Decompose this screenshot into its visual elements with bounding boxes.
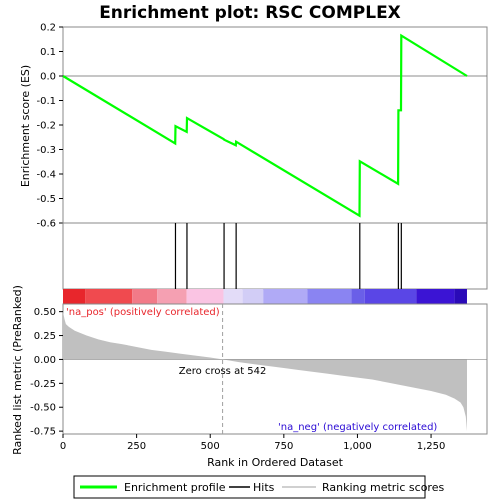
legend: Enrichment profile Hits Ranking metric s…: [73, 475, 444, 499]
x-tick-label: 0: [60, 441, 66, 452]
es-y-tick-label: -0.5: [36, 194, 56, 205]
es-y-tick-label: -0.2: [36, 121, 56, 132]
gradient-segment: [63, 289, 86, 304]
metric-y-tick-label: -0.75: [30, 427, 56, 438]
gradient-segment: [186, 289, 224, 304]
gradient-segment: [364, 289, 417, 304]
es-y-tick-label: 0.0: [40, 72, 56, 83]
metric-y-tick-label: 0.50: [34, 307, 56, 318]
gradient-segment: [157, 289, 187, 304]
metric-y-tick-label: -0.50: [30, 403, 56, 414]
legend-profile-label: Enrichment profile: [124, 481, 226, 494]
gradient-segment: [223, 289, 243, 304]
x-tick-label: 500: [201, 441, 220, 452]
gradient-segment: [263, 289, 308, 304]
es-y-tick-label: -0.3: [36, 145, 56, 156]
negative-label: 'na_neg' (negatively correlated): [278, 422, 437, 433]
x-tick-label: 1,250: [417, 441, 446, 452]
es-y-axis-label: Enrichment score (ES): [19, 65, 32, 187]
hit-lines: [174, 223, 402, 289]
metric-y-tick-label: 0.00: [34, 355, 56, 366]
es-panel: 0.2 0.1 0.0 -0.1 -0.2 -0.3 -0.4 -0.5 -0.6 Enrich…: [19, 23, 488, 230]
x-tick-label: 750: [274, 441, 293, 452]
ranking-metric-area: [63, 311, 467, 432]
hits-panel-frame: [62, 222, 488, 290]
gradient-segment: [85, 289, 133, 304]
metric-panel: 0.50 0.25 0.00 -0.25 -0.50 -0.75 Zero cross a…: [11, 285, 488, 455]
rank-gradient-bar: [63, 289, 467, 304]
gradient-segment: [307, 289, 352, 304]
gradient-segment: [416, 289, 455, 304]
es-panel-frame: [62, 26, 488, 224]
metric-y-axis-label: Ranked list metric (PreRanked): [11, 285, 24, 455]
es-y-tick-label: -0.6: [36, 219, 56, 230]
legend-hits-label: Hits: [253, 481, 275, 494]
x-tick-label: 250: [127, 441, 146, 452]
gradient-segment: [132, 289, 158, 304]
hits-panel: [62, 222, 488, 290]
es-y-tick-label: -0.4: [36, 170, 56, 181]
x-axis: 0 250 500 750 1,000 1,250: [60, 434, 446, 452]
es-y-tick-label: -0.1: [36, 96, 56, 107]
x-axis-label: Rank in Ordered Dataset: [207, 456, 344, 469]
positive-label: 'na_pos' (positively correlated): [66, 307, 220, 318]
gradient-segment: [351, 289, 365, 304]
gradient-segment: [454, 289, 467, 304]
es-y-ticks: 0.2 0.1 0.0 -0.1 -0.2 -0.3 -0.4 -0.5 -0.6: [36, 23, 63, 230]
es-y-tick-label: 0.1: [40, 47, 56, 58]
gradient-segment: [242, 289, 264, 304]
metric-y-ticks: 0.50 0.25 0.00 -0.25 -0.50 -0.75: [30, 307, 63, 438]
enrichment-profile-line: [62, 33, 468, 218]
zero-cross-label: Zero cross at 542: [179, 366, 267, 377]
metric-y-tick-label: 0.25: [34, 331, 56, 342]
chart-title: Enrichment plot: RSC COMPLEX: [99, 3, 401, 23]
metric-y-tick-label: -0.25: [30, 379, 56, 390]
x-tick-label: 1,000: [343, 441, 372, 452]
legend-metric-label: Ranking metric scores: [322, 481, 444, 494]
es-y-tick-label: 0.2: [40, 23, 56, 34]
